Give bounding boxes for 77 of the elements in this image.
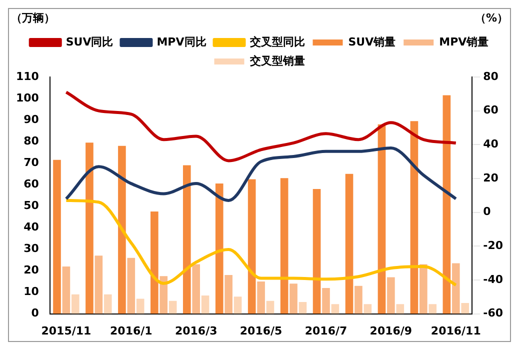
- x-tick-label: 2016/5: [240, 324, 282, 338]
- y-axis-title: （万辆）: [11, 11, 55, 24]
- bar: [127, 258, 136, 314]
- bar: [215, 184, 224, 314]
- bar: [234, 296, 242, 314]
- y2-tick-label: 20: [483, 171, 499, 184]
- x-tick-label: 2016/7: [304, 324, 348, 338]
- y-tick-label: 110: [16, 70, 40, 83]
- bar: [86, 142, 94, 314]
- y2-tick-label: 0: [483, 205, 492, 218]
- bar: [364, 304, 372, 314]
- y2-axis-title: （%）: [474, 11, 508, 24]
- bar: [442, 95, 451, 314]
- x-tick-label: 2016/9: [370, 324, 412, 338]
- bar: [322, 288, 330, 314]
- y2-tick-label: 40: [483, 138, 499, 151]
- bar: [53, 160, 61, 314]
- bar: [345, 174, 354, 314]
- bar: [266, 300, 274, 314]
- y-tick-label: 20: [24, 264, 40, 277]
- bar: [136, 298, 144, 314]
- bar: [160, 276, 168, 314]
- bar: [182, 165, 191, 314]
- y2-tick-label: -60: [483, 306, 504, 320]
- y-tick-label: 90: [24, 112, 40, 126]
- line-series: [64, 146, 458, 202]
- y2-tick-label: 80: [483, 70, 499, 83]
- y-tick-label: 0: [31, 306, 40, 320]
- bar: [461, 303, 469, 314]
- bar: [420, 264, 428, 314]
- y2-tick-label: -20: [483, 239, 504, 252]
- y-tick-label: 70: [24, 156, 40, 169]
- bar: [248, 179, 256, 314]
- bar: [298, 302, 307, 314]
- bar: [118, 146, 126, 314]
- bar: [257, 282, 265, 314]
- bar: [312, 188, 321, 314]
- bar: [62, 266, 70, 314]
- y2-tick-label: -40: [483, 272, 504, 286]
- bar: [354, 286, 362, 314]
- bar: [331, 304, 340, 314]
- x-tick-label: 2015/11: [41, 324, 92, 338]
- bar: [150, 212, 158, 314]
- legend-label: 交叉型销量: [248, 54, 305, 68]
- y-tick-label: 50: [24, 199, 40, 212]
- y2-tick-label: 60: [483, 104, 499, 117]
- bar: [94, 256, 103, 314]
- legend-label: SUV销量: [348, 35, 396, 48]
- bar: [168, 300, 177, 314]
- line-series: [64, 90, 458, 162]
- x-tick-label: 2016/1: [110, 324, 152, 338]
- y-tick-label: 40: [24, 220, 40, 234]
- line-series: [64, 198, 458, 287]
- bar: [104, 294, 112, 314]
- bar: [452, 263, 460, 314]
- y-tick-label: 10: [24, 285, 40, 298]
- y-tick-label: 100: [16, 91, 40, 104]
- bar: [396, 304, 404, 314]
- y-tick-label: 30: [24, 242, 40, 256]
- legend-label: SUV同比: [66, 35, 114, 48]
- legend-label: 交叉型同比: [248, 35, 305, 48]
- bar: [224, 275, 232, 314]
- legend-label: MPV销量: [439, 35, 489, 48]
- y-tick-label: 80: [24, 134, 40, 148]
- bar: [201, 296, 210, 314]
- bar: [192, 264, 200, 314]
- bar: [387, 277, 395, 314]
- bar: [280, 178, 288, 314]
- bar: [410, 121, 418, 314]
- bar: [71, 294, 80, 314]
- legend-label: MPV同比: [156, 35, 206, 48]
- x-tick-label: 2016/3: [174, 324, 218, 338]
- x-tick-label: 2016/11: [430, 324, 481, 338]
- bar: [290, 284, 298, 314]
- bar: [428, 304, 437, 314]
- bar: [378, 124, 386, 314]
- y-tick-label: 60: [24, 177, 40, 190]
